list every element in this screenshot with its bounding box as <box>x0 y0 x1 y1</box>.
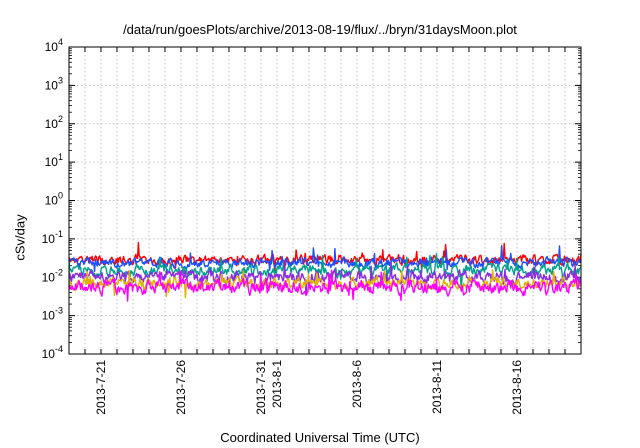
y-tick-label: 10-1 <box>42 229 63 246</box>
x-axis-label: Coordinated Universal Time (UTC) <box>220 430 420 445</box>
x-tick-label: 2013-8-1 <box>270 360 284 408</box>
series-line <box>68 269 582 302</box>
y-tick-label: 100 <box>45 191 63 208</box>
y-tick-label: 104 <box>45 37 63 54</box>
y-tick-label: 102 <box>45 114 63 131</box>
x-tick-label: 2013-8-16 <box>510 360 524 415</box>
y-tick-label: 103 <box>45 75 63 92</box>
chart-title: /data/run/goesPlots/archive/2013-08-19/f… <box>123 22 517 37</box>
x-tick-label: 2013-7-26 <box>174 360 188 415</box>
y-tick-label: 10-2 <box>42 267 63 284</box>
y-tick-label: 10-3 <box>42 306 63 323</box>
x-tick-label: 2013-7-31 <box>254 360 268 415</box>
y-tick-label: 10-4 <box>42 344 63 361</box>
plot-frame <box>68 46 582 355</box>
x-tick-label: 2013-8-11 <box>430 360 444 414</box>
series-line <box>68 241 582 272</box>
x-tick-label: 2013-8-6 <box>350 360 364 408</box>
series-line <box>68 244 582 272</box>
y-tick-label: 101 <box>45 152 63 169</box>
series-line <box>68 252 582 291</box>
x-tick-label: 2013-7-21 <box>94 360 108 415</box>
